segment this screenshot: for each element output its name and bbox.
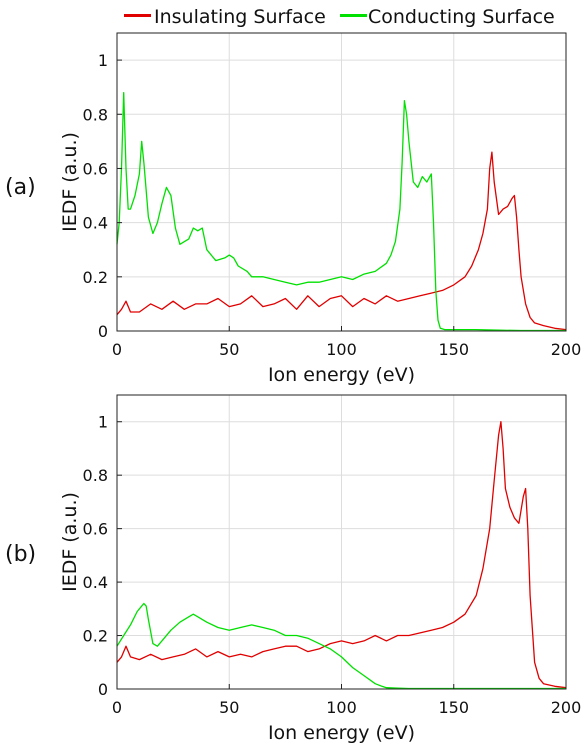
y-tick-label: 0 [98, 680, 108, 699]
series-line-insulating-surface-b [116, 421, 567, 689]
y-tick-label: 0.6 [83, 159, 108, 178]
x-tick-label: 50 [219, 340, 239, 359]
panel-label-a: (a) [5, 175, 36, 200]
plot-b: 0 50 100 150 200 0 0.2 0.4 0.6 0.8 1 Ion energy (eV… [59, 394, 582, 744]
series-line-insulating-surface-a [116, 151, 567, 331]
series-line-conducting-surface-a [116, 91, 566, 332]
y-tick-label: 0 [98, 322, 108, 341]
legend-label-conducting: Conducting Surface [368, 6, 555, 28]
x-tick-label: 100 [326, 698, 357, 717]
plot-a: 0 50 100 150 200 0 0.2 0.4 0.6 0.8 1 Ion energy (eV… [59, 32, 582, 386]
x-tick-label: 0 [112, 340, 122, 359]
y-tick-label: 0.6 [83, 520, 108, 539]
x-axis-label: Ion energy (eV) [268, 364, 415, 386]
x-tick-label: 150 [438, 698, 469, 717]
y-axis-label: IEDF (a.u.) [59, 492, 81, 592]
legend: Insulating Surface Conducting Surface [124, 6, 555, 28]
y-tick-label: 0.8 [83, 466, 108, 485]
x-tick-label: 200 [551, 698, 582, 717]
x-tick-label: 200 [551, 340, 582, 359]
y-tick-label: 0.2 [83, 627, 108, 646]
x-tick-label: 100 [326, 340, 357, 359]
legend-swatch-conducting [340, 14, 367, 17]
y-tick-label: 0.4 [83, 573, 108, 592]
y-tick-label: 0.4 [83, 214, 108, 233]
y-tick-label: 1 [98, 413, 108, 432]
legend-label-insulating: Insulating Surface [154, 6, 326, 28]
legend-swatch-insulating [124, 14, 151, 17]
x-tick-label: 150 [438, 340, 469, 359]
x-axis-label: Ion energy (eV) [268, 722, 415, 744]
x-tick-label: 50 [219, 698, 239, 717]
x-tick-label: 0 [112, 698, 122, 717]
y-tick-label: 1 [98, 51, 108, 70]
y-tick-label: 0.2 [83, 268, 108, 287]
panel-label-b: (b) [5, 542, 36, 567]
y-tick-label: 0.8 [83, 105, 108, 124]
y-axis-label: IEDF (a.u.) [59, 132, 81, 232]
